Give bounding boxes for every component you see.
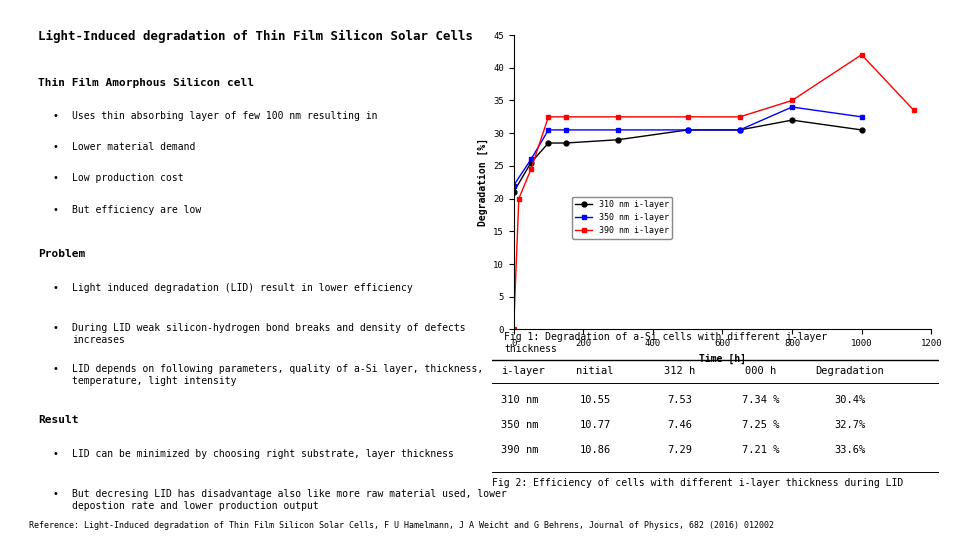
- Text: •: •: [53, 205, 59, 215]
- Text: •: •: [53, 323, 59, 334]
- Text: Fig 1: Degradation of a-Si cells with different i-layer
thickness: Fig 1: Degradation of a-Si cells with di…: [504, 332, 828, 354]
- Text: 32.7%: 32.7%: [834, 420, 865, 430]
- Line: 350 nm i-layer: 350 nm i-layer: [511, 105, 864, 188]
- 310 nm i-layer: [560, 140, 571, 146]
- Text: 7.53: 7.53: [667, 395, 692, 406]
- Text: •: •: [53, 489, 59, 500]
- 390 nm i-layer: [908, 107, 920, 113]
- Text: Light-Induced degradation of Thin Film Silicon Solar Cells: Light-Induced degradation of Thin Film S…: [38, 30, 473, 43]
- Text: Light induced degradation (LID) result in lower efficiency: Light induced degradation (LID) result i…: [72, 283, 413, 293]
- 390 nm i-layer: [734, 113, 746, 120]
- Text: 7.29: 7.29: [667, 446, 692, 455]
- Text: LID depends on following parameters, quality of a-Si layer, thickness,
temperatu: LID depends on following parameters, qua…: [72, 364, 483, 386]
- Line: 390 nm i-layer: 390 nm i-layer: [511, 52, 916, 332]
- Text: Uses thin absorbing layer of few 100 nm resulting in: Uses thin absorbing layer of few 100 nm …: [72, 111, 377, 121]
- 390 nm i-layer: [525, 166, 537, 172]
- Text: 350 nm: 350 nm: [501, 420, 539, 430]
- 390 nm i-layer: [682, 113, 693, 120]
- Text: •: •: [53, 142, 59, 152]
- Text: 33.6%: 33.6%: [834, 446, 865, 455]
- 350 nm i-layer: [682, 127, 693, 133]
- 310 nm i-layer: [682, 127, 693, 133]
- Text: But decresing LID has disadvantage also like more raw material used, lower
depos: But decresing LID has disadvantage also …: [72, 489, 507, 511]
- Text: Fig 2: Efficiency of cells with different i-layer thickness during LID: Fig 2: Efficiency of cells with differen…: [492, 478, 903, 488]
- 390 nm i-layer: [786, 97, 798, 104]
- Text: 310 nm: 310 nm: [501, 395, 539, 406]
- Text: •: •: [53, 449, 59, 459]
- 390 nm i-layer: [560, 113, 571, 120]
- Text: But efficiency are low: But efficiency are low: [72, 205, 202, 215]
- 350 nm i-layer: [560, 127, 571, 133]
- Text: nitial: nitial: [576, 366, 613, 376]
- 350 nm i-layer: [855, 113, 867, 120]
- Text: 10.86: 10.86: [580, 446, 611, 455]
- Text: 000 h: 000 h: [745, 366, 776, 376]
- 350 nm i-layer: [612, 127, 624, 133]
- Text: Degradation: Degradation: [815, 366, 884, 376]
- Text: •: •: [53, 111, 59, 121]
- 350 nm i-layer: [508, 183, 519, 189]
- 310 nm i-layer: [855, 127, 867, 133]
- 350 nm i-layer: [734, 127, 746, 133]
- Text: 10.55: 10.55: [580, 395, 611, 406]
- 310 nm i-layer: [508, 189, 519, 195]
- Line: 310 nm i-layer: 310 nm i-layer: [511, 118, 864, 194]
- 310 nm i-layer: [525, 159, 537, 166]
- 390 nm i-layer: [508, 326, 519, 333]
- Text: •: •: [53, 364, 59, 374]
- Text: 7.25 %: 7.25 %: [741, 420, 780, 430]
- Text: During LID weak silicon-hydrogen bond breaks and density of defects
increases: During LID weak silicon-hydrogen bond br…: [72, 323, 466, 345]
- 390 nm i-layer: [513, 195, 524, 202]
- Text: 312 h: 312 h: [664, 366, 696, 376]
- Text: •: •: [53, 173, 59, 184]
- 390 nm i-layer: [855, 51, 867, 58]
- Text: i-layer: i-layer: [501, 366, 545, 376]
- Text: •: •: [53, 283, 59, 293]
- Text: 7.46: 7.46: [667, 420, 692, 430]
- X-axis label: Time [h]: Time [h]: [699, 354, 746, 364]
- 350 nm i-layer: [542, 127, 554, 133]
- Text: 7.21 %: 7.21 %: [741, 446, 780, 455]
- Text: 30.4%: 30.4%: [834, 395, 865, 406]
- Text: 390 nm: 390 nm: [501, 446, 539, 455]
- 310 nm i-layer: [786, 117, 798, 123]
- 390 nm i-layer: [612, 113, 624, 120]
- Text: Result: Result: [38, 415, 79, 426]
- Text: 10.77: 10.77: [580, 420, 611, 430]
- 310 nm i-layer: [734, 127, 746, 133]
- Y-axis label: Degradation [%]: Degradation [%]: [477, 138, 488, 226]
- Legend: 310 nm i-layer, 350 nm i-layer, 390 nm i-layer: 310 nm i-layer, 350 nm i-layer, 390 nm i…: [572, 197, 672, 239]
- Text: Lower material demand: Lower material demand: [72, 142, 196, 152]
- Text: Low production cost: Low production cost: [72, 173, 183, 184]
- Text: Reference: Light-Induced degradation of Thin Film Silicon Solar Cells, F U Hamel: Reference: Light-Induced degradation of …: [29, 521, 774, 530]
- 350 nm i-layer: [525, 156, 537, 163]
- 350 nm i-layer: [786, 104, 798, 110]
- 310 nm i-layer: [612, 137, 624, 143]
- Text: 7.34 %: 7.34 %: [741, 395, 780, 406]
- 390 nm i-layer: [542, 113, 554, 120]
- Text: LID can be minimized by choosing right substrate, layer thickness: LID can be minimized by choosing right s…: [72, 449, 454, 459]
- Text: Thin Film Amorphous Silicon cell: Thin Film Amorphous Silicon cell: [38, 78, 254, 89]
- Text: Problem: Problem: [38, 249, 85, 260]
- 310 nm i-layer: [542, 140, 554, 146]
